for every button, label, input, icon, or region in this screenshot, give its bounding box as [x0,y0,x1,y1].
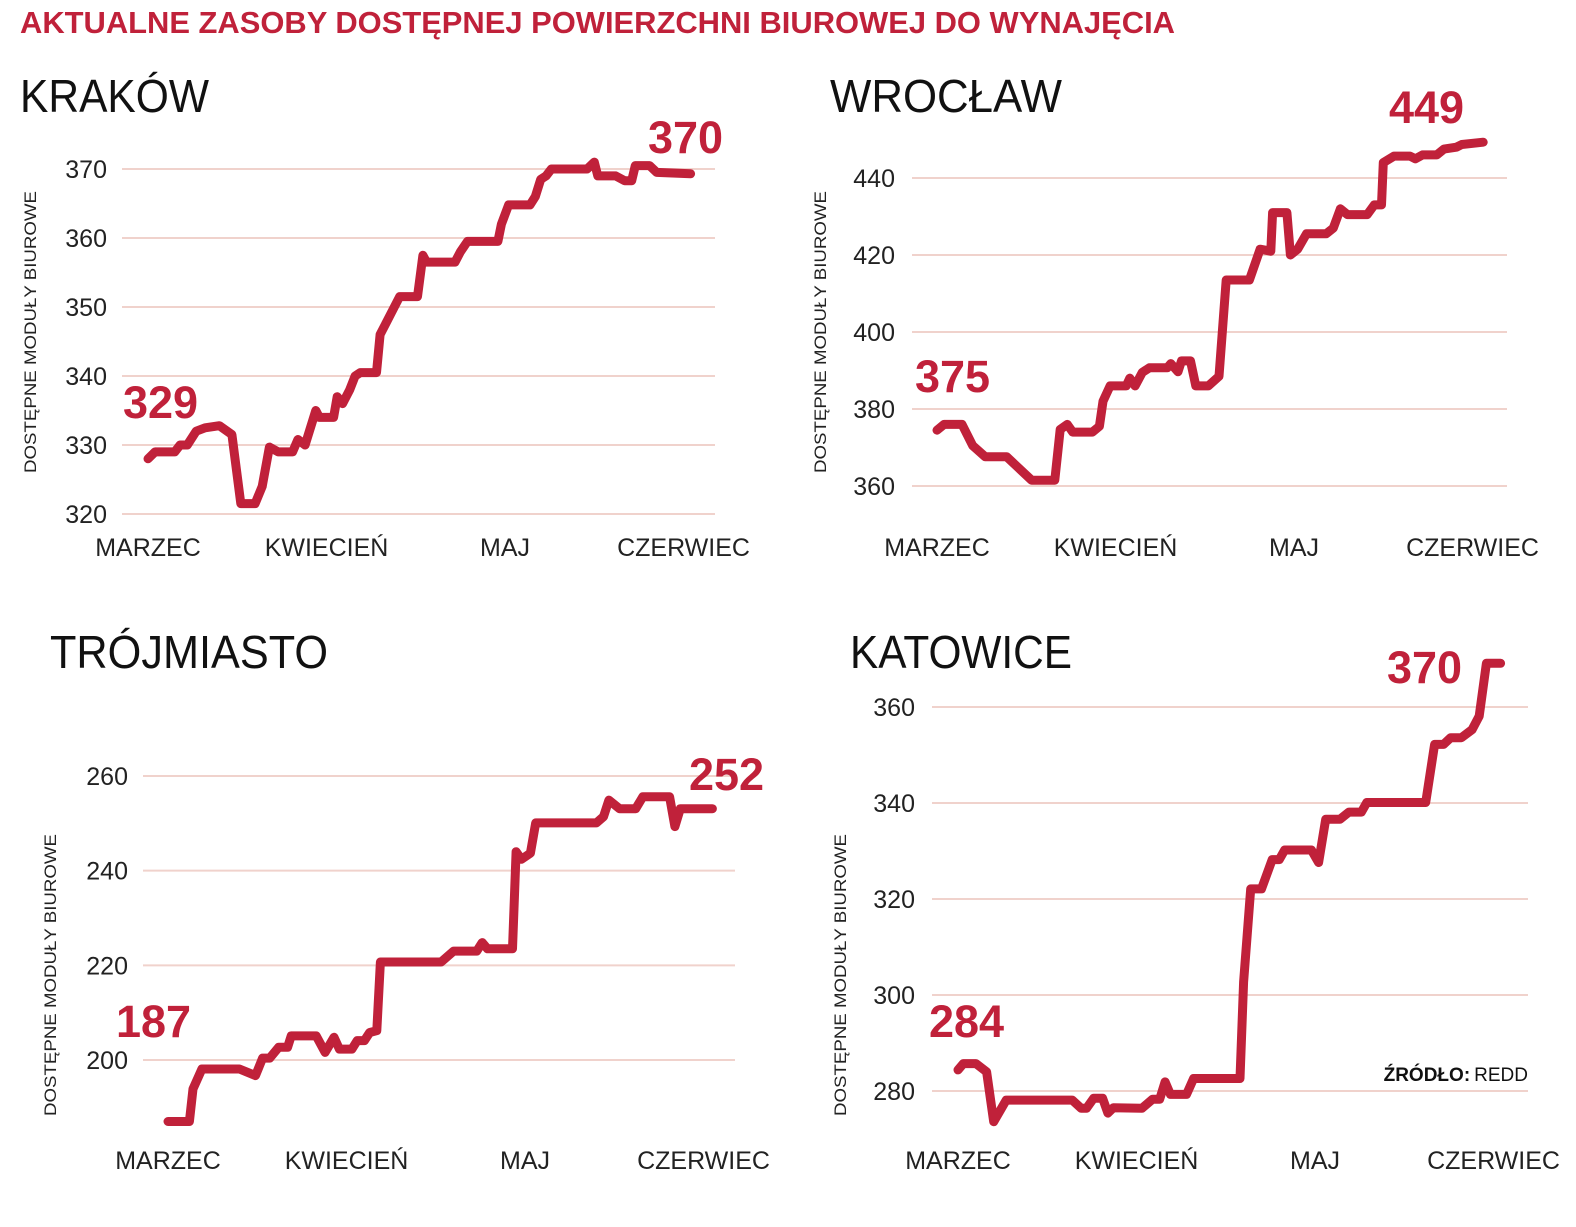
y-tick-label: 330 [65,432,107,460]
x-tick-label: CZERWIEC [1427,1147,1560,1175]
y-tick-label: 420 [853,242,895,270]
y-axis-label: DOSTĘPNE MODUŁY BIUROWE [41,834,60,1116]
y-tick-label: 370 [65,156,107,184]
panel-katowice: KATOWICE DOSTĘPNE MODUŁY BIUROWE 280 300 320… [831,626,1560,1175]
y-tick-label: 320 [873,886,915,914]
series-line [163,792,717,1126]
y-tick-label: 260 [86,763,128,791]
x-tick-label: MARZEC [115,1147,221,1175]
y-tick-label: 280 [873,1078,915,1106]
x-tick-label: MARZEC [95,534,201,562]
x-tick-label: CZERWIEC [1406,534,1539,562]
panel-title: KATOWICE [850,626,1072,678]
x-tick-label: KWIECIEŃ [1054,533,1178,562]
panel-trójmiasto: TRÓJMIASTO DOSTĘPNE MODUŁY BIUROWE 200 220 2… [41,626,770,1175]
y-tick-label: 340 [873,790,915,818]
y-tick-label: 440 [853,165,895,193]
source-note: ŹRÓDŁO: REDD [1384,1064,1528,1086]
x-tick-label: KWIECIEŃ [265,533,389,562]
main-title: AKTUALNE ZASOBY DOSTĘPNEJ POWIERZCHNI BI… [20,5,1175,40]
x-tick-label: MAJ [1269,534,1319,562]
y-axis-label: DOSTĘPNE MODUŁY BIUROWE [811,191,830,473]
end-value-label: 252 [689,749,764,800]
x-tick-label: KWIECIEŃ [285,1146,409,1175]
y-tick-label: 320 [65,501,107,529]
panel-title: WROCŁAW [830,70,1063,122]
start-value-label: 187 [116,996,191,1047]
series-line [932,137,1488,485]
y-tick-label: 400 [853,319,895,347]
series-line [953,658,1506,1127]
panel-title: TRÓJMIASTO [50,626,328,678]
end-value-label: 449 [1389,82,1464,133]
y-tick-label: 380 [853,396,895,424]
source-value: REDD [1474,1065,1528,1086]
start-value-label: 375 [915,351,990,402]
y-axis-label: DOSTĘPNE MODUŁY BIUROWE [21,191,40,473]
x-tick-label: CZERWIEC [617,534,750,562]
source-label: ŹRÓDŁO: [1384,1064,1471,1086]
y-tick-label: 340 [65,363,107,391]
x-tick-label: MAJ [480,534,530,562]
end-value-label: 370 [1387,642,1462,693]
y-tick-label: 360 [873,694,915,722]
panel-wrocław: WROCŁAW DOSTĘPNE MODUŁY BIUROWE 360 380 400 4… [811,70,1539,562]
series-line [143,157,696,509]
y-tick-label: 360 [853,473,895,501]
x-tick-label: MARZEC [884,534,990,562]
end-value-label: 370 [648,112,723,163]
y-tick-label: 350 [65,294,107,322]
x-tick-label: KWIECIEŃ [1075,1146,1199,1175]
y-tick-label: 300 [873,982,915,1010]
y-tick-label: 240 [86,858,128,886]
x-tick-label: MAJ [500,1147,550,1175]
x-tick-label: MAJ [1290,1147,1340,1175]
panel-kraków: KRAKÓW DOSTĘPNE MODUŁY BIUROWE 320 330 340 35… [20,70,750,562]
y-axis-label: DOSTĘPNE MODUŁY BIUROWE [831,834,850,1116]
y-tick-label: 220 [86,952,128,980]
start-value-label: 284 [929,996,1004,1047]
y-tick-label: 360 [65,225,107,253]
start-value-label: 329 [123,377,198,428]
x-tick-label: MARZEC [905,1147,1011,1175]
panel-title: KRAKÓW [20,70,210,122]
y-tick-label: 200 [86,1047,128,1075]
x-tick-label: CZERWIEC [637,1147,770,1175]
